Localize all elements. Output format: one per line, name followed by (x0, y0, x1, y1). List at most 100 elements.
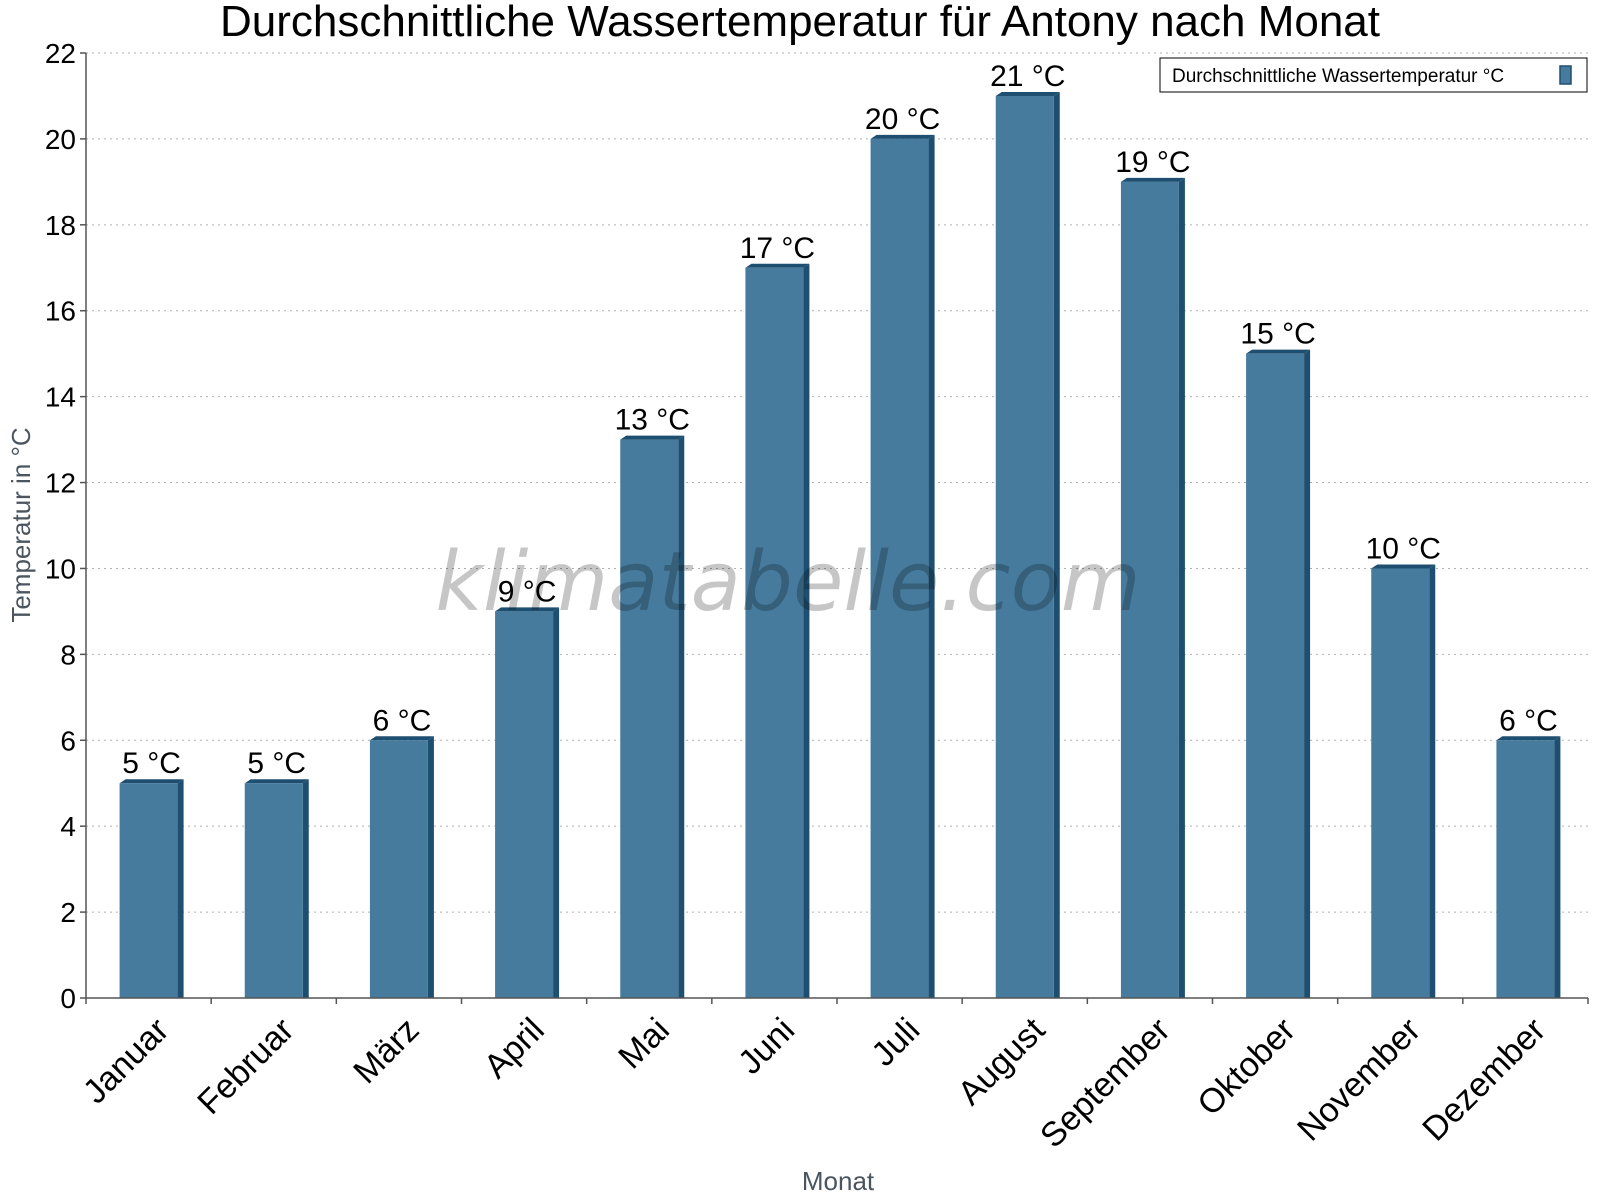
data-label: 19 °C (1115, 146, 1190, 179)
bar-front (495, 611, 554, 998)
bar-top (1120, 177, 1185, 182)
bar-side (1554, 736, 1561, 998)
bar-side (302, 779, 309, 998)
y-tick-label: 0 (60, 983, 76, 1014)
data-label: 6 °C (373, 704, 432, 737)
bar-front (1120, 181, 1179, 998)
watermark-text: klimatabelle.com (435, 535, 1140, 630)
x-tick-label: Oktober (1190, 1011, 1302, 1123)
bar (495, 607, 560, 998)
y-tick-label: 4 (60, 811, 76, 842)
y-tick-label: 16 (45, 296, 76, 327)
bar-front (244, 783, 303, 998)
bar-top (1246, 349, 1311, 354)
legend-swatch (1559, 65, 1572, 85)
bar-top (369, 736, 434, 741)
bar-side (427, 736, 434, 998)
data-label: 6 °C (1499, 704, 1558, 737)
bar-top (244, 779, 309, 784)
x-tick-labels: Januar Februar März April Mai Juni Juli AugustS… (76, 1010, 1553, 1155)
y-tick-label: 12 (45, 468, 76, 499)
bar (1371, 564, 1436, 998)
bar-top (119, 779, 184, 784)
bar-top (1371, 564, 1436, 569)
axes (80, 52, 1589, 1004)
bar-top (1496, 736, 1561, 741)
bar (995, 91, 1060, 999)
y-tick-label: 2 (60, 897, 76, 928)
bar-front (119, 783, 178, 998)
x-tick-label: April (477, 1011, 552, 1086)
bar-front (1246, 353, 1305, 998)
bar-side (1053, 91, 1060, 999)
data-label: 17 °C (740, 232, 815, 265)
data-label: 9 °C (498, 575, 557, 608)
bar-side (803, 263, 810, 999)
bar (1120, 177, 1185, 998)
bar-top (495, 607, 560, 612)
y-tick-label: 8 (60, 639, 76, 670)
x-tick-label: August (951, 1010, 1053, 1112)
chart-title: Durchschnittliche Wassertemperatur für A… (220, 0, 1380, 46)
y-tick-label: 10 (45, 553, 76, 584)
bar (119, 779, 184, 998)
bar-front (369, 740, 428, 998)
bar-front (870, 138, 929, 999)
data-label: 15 °C (1240, 318, 1315, 351)
x-tick-label: Februar (190, 1011, 301, 1122)
bar-front (1371, 568, 1430, 998)
y-tick-label: 18 (45, 210, 76, 241)
bar-top (995, 91, 1060, 96)
bar-top (620, 435, 685, 440)
bar (745, 263, 810, 999)
y-tick-labels: 0 2 4 6 8 10 12 14 16 18 20 22 (45, 38, 76, 1014)
y-axis-label: Temperatur in °C (6, 427, 36, 622)
bars (119, 91, 1561, 999)
bar (1246, 349, 1311, 998)
y-tick-label: 20 (45, 124, 76, 155)
bar-front (745, 267, 804, 999)
bar (369, 736, 434, 998)
bar (620, 435, 685, 998)
y-tick-label: 6 (60, 725, 76, 756)
legend-label: Durchschnittliche Wassertemperatur °C (1172, 66, 1504, 87)
bar-side (678, 435, 685, 998)
data-label: 20 °C (865, 103, 940, 136)
legend: Durchschnittliche Wassertemperatur °C (1159, 57, 1588, 93)
y-tick-label: 14 (45, 382, 76, 413)
data-labels: 5 °C 5 °C 6 °C 9 °C 13 °C 17 °C 20 °C 21 °C 19 °… (122, 60, 1558, 780)
gridlines (86, 52, 1588, 913)
bar (870, 134, 935, 999)
data-label: 13 °C (615, 404, 690, 437)
x-tick-label: Mai (611, 1011, 677, 1077)
bar-top (870, 134, 935, 139)
x-axis-label: Monat (802, 1166, 875, 1196)
bar-front (1496, 740, 1555, 998)
x-tick-label: Juni (731, 1011, 802, 1082)
data-label: 5 °C (122, 747, 181, 780)
legend-box (1159, 57, 1588, 93)
bar (1496, 736, 1561, 998)
x-tick-label: Dezember (1415, 1011, 1553, 1149)
data-label: 10 °C (1366, 532, 1441, 565)
y-tick-label: 22 (45, 38, 76, 69)
bar (244, 779, 309, 998)
bar-side (1304, 349, 1311, 998)
bar-side (1429, 564, 1436, 998)
x-tick-label: Januar (76, 1011, 176, 1111)
bar-front (995, 95, 1054, 999)
x-tick-label: März (346, 1011, 426, 1091)
data-label: 5 °C (247, 747, 306, 780)
bar-side (553, 607, 560, 998)
bar-side (1178, 177, 1185, 998)
bar-side (177, 779, 184, 998)
bar-front (620, 439, 679, 998)
bar-top (745, 263, 810, 268)
x-tick-label: November (1290, 1011, 1428, 1149)
x-tick-label: Juli (864, 1011, 927, 1074)
bar-side (928, 134, 935, 999)
data-label: 21 °C (990, 60, 1065, 93)
x-tick-label: September (1033, 1011, 1177, 1155)
